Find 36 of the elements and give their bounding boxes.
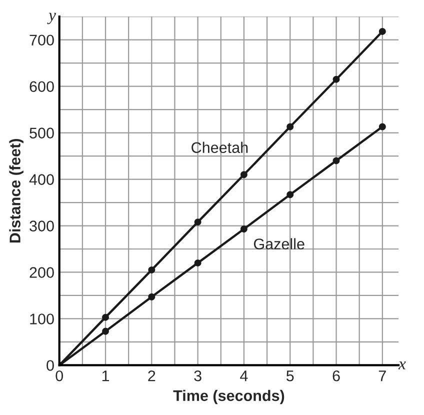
y-tick-label: 300: [30, 220, 54, 232]
series-label: Gazelle: [254, 238, 304, 250]
point: [194, 259, 202, 266]
text: y: [47, 12, 56, 24]
point: [148, 293, 156, 300]
point: [332, 76, 340, 83]
point: [240, 226, 248, 232]
y-tick-label: 200: [30, 267, 54, 278]
x-tick-label: 2: [148, 370, 156, 382]
y-tick-label: 500: [30, 128, 54, 138]
point: [332, 157, 340, 164]
x-tick-label: 7: [378, 370, 386, 382]
y-tick-label: 0: [46, 360, 54, 371]
point: [240, 171, 248, 178]
y-tick-label: 600: [30, 81, 54, 92]
x-tick-label: 3: [194, 370, 202, 382]
y-axis-title: Distance (feet): [9, 139, 24, 243]
point: [148, 266, 156, 274]
point: [102, 314, 109, 321]
x-tick-label: 4: [240, 370, 248, 382]
annotation: x: [398, 362, 406, 370]
y-tick-label: 100: [30, 314, 54, 324]
y-tick-label: 400: [29, 174, 54, 185]
point: [102, 328, 109, 335]
x-tick-label: 0: [56, 370, 64, 382]
point: [286, 191, 294, 198]
x-axis-title: Time (seconds): [173, 390, 284, 404]
series-label: Cheetah: [192, 142, 248, 154]
point: [378, 123, 386, 130]
x-tick-label: 1: [102, 370, 110, 382]
x-tick-label: 6: [332, 370, 340, 382]
point: [378, 28, 386, 35]
point: [194, 218, 202, 226]
y-tick-label: 700: [30, 34, 54, 46]
point: [286, 123, 294, 130]
x-tick-label: 5: [286, 370, 294, 382]
